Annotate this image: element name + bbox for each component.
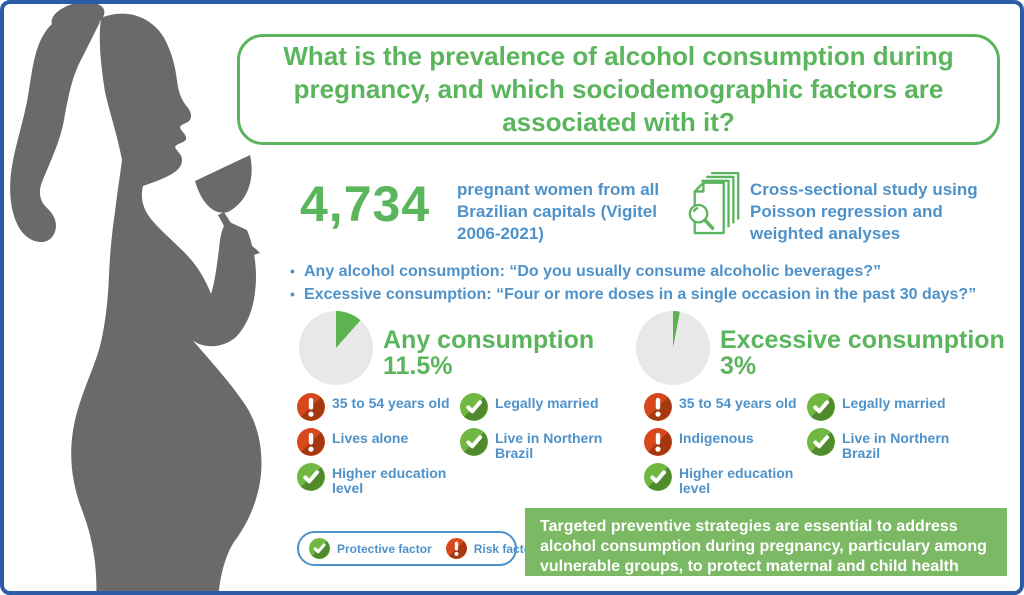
wine-glass-icon bbox=[195, 155, 252, 213]
check-icon bbox=[644, 463, 672, 491]
factor-label: 35 to 54 years old bbox=[679, 395, 797, 411]
risk-icon bbox=[644, 428, 672, 456]
factor-label: Live in Northern Brazil bbox=[842, 430, 950, 461]
check-icon bbox=[297, 463, 325, 491]
pie-row: Excessive consumption 3% bbox=[634, 309, 1005, 385]
check-icon bbox=[309, 538, 330, 559]
title-box: What is the prevalence of alcohol consum… bbox=[237, 34, 1000, 145]
factor-row: Live in Northern Brazil bbox=[460, 428, 617, 461]
check-icon bbox=[807, 393, 835, 421]
bullet-icon: • bbox=[290, 286, 295, 302]
definitions-list: • Any alcohol consumption: “Do you usual… bbox=[290, 260, 976, 306]
factor-label: Lives alone bbox=[332, 430, 409, 446]
pie-title: Excessive consumption bbox=[720, 326, 1005, 354]
factor-label: Higher education level bbox=[679, 465, 794, 496]
sample-size-caption: pregnant women from all Brazilian capita… bbox=[457, 180, 660, 243]
check-icon bbox=[460, 428, 488, 456]
legend-risk-label: Risk factor bbox=[473, 541, 536, 556]
pie-percent: 11.5% bbox=[383, 352, 453, 380]
legend: Protective factor Risk factor bbox=[297, 531, 536, 566]
factor-row: 35 to 54 years old bbox=[297, 393, 460, 421]
pie-row: Any consumption 11.5% bbox=[297, 309, 649, 385]
check-icon bbox=[460, 393, 488, 421]
pie-chart-any-consumption bbox=[299, 311, 373, 385]
factors-column-left: 35 to 54 years old Indigenous Higher edu… bbox=[644, 393, 807, 503]
pie-title: Any consumption bbox=[383, 326, 595, 354]
pie-caption: Any consumption 11.5% bbox=[383, 327, 594, 379]
factors-column-left: 35 to 54 years old Lives alone Higher ed… bbox=[297, 393, 460, 503]
factor-row: Higher education level bbox=[644, 463, 807, 496]
pregnant-woman-silhouette bbox=[10, 4, 262, 591]
factors-column-right: Legally married Live in Northern Brazil bbox=[807, 393, 964, 503]
factor-row: Live in Northern Brazil bbox=[807, 428, 964, 461]
pie-caption: Excessive consumption 3% bbox=[720, 327, 1005, 379]
factor-row: Lives alone bbox=[297, 428, 460, 456]
legend-protective-label: Protective factor bbox=[337, 541, 432, 556]
factor-label: Indigenous bbox=[679, 430, 754, 446]
risk-icon bbox=[644, 393, 672, 421]
study-design-caption: Cross-sectional study using Poisson regr… bbox=[750, 180, 978, 243]
sample-size-number: 4,734 bbox=[300, 176, 431, 232]
factor-row: 35 to 54 years old bbox=[644, 393, 807, 421]
factor-row: Legally married bbox=[460, 393, 617, 421]
risk-icon bbox=[297, 393, 325, 421]
bullet-icon: • bbox=[290, 263, 295, 279]
factor-label: 35 to 54 years old bbox=[332, 395, 450, 411]
definition-text: Excessive consumption: “Four or more dos… bbox=[304, 286, 977, 303]
definition-text: Any alcohol consumption: “Do you usually… bbox=[304, 263, 881, 280]
conclusion-banner: Targeted preventive strategies are essen… bbox=[525, 508, 1007, 576]
factors-column-right: Legally married Live in Northern Brazil bbox=[460, 393, 617, 503]
factor-label: Legally married bbox=[842, 395, 946, 411]
excessive-consumption-panel: Excessive consumption 3% 35 to 54 years … bbox=[634, 309, 1005, 503]
risk-icon bbox=[297, 428, 325, 456]
factor-row: Legally married bbox=[807, 393, 964, 421]
definition-item: • Any alcohol consumption: “Do you usual… bbox=[290, 260, 976, 283]
factor-label: Legally married bbox=[495, 395, 599, 411]
factor-row: Indigenous bbox=[644, 428, 807, 456]
factors-grid: 35 to 54 years old Indigenous Higher edu… bbox=[634, 393, 986, 503]
document-search-icon bbox=[688, 171, 740, 235]
risk-icon bbox=[445, 538, 467, 559]
any-consumption-panel: Any consumption 11.5% 35 to 54 years old… bbox=[297, 309, 649, 503]
factors-grid: 35 to 54 years old Lives alone Higher ed… bbox=[297, 393, 649, 503]
pie-chart-excessive-consumption bbox=[636, 311, 710, 385]
factor-row: Higher education level bbox=[297, 463, 460, 496]
page-title: What is the prevalence of alcohol consum… bbox=[283, 41, 954, 137]
definition-item: • Excessive consumption: “Four or more d… bbox=[290, 283, 976, 306]
check-icon bbox=[807, 428, 835, 456]
factor-label: Live in Northern Brazil bbox=[495, 430, 603, 461]
pie-percent: 3% bbox=[720, 352, 757, 380]
factor-label: Higher education level bbox=[332, 465, 447, 496]
